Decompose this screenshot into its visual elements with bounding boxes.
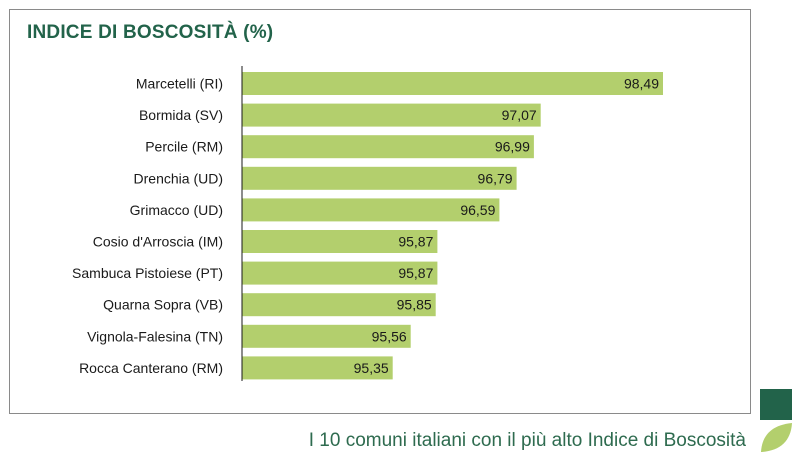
- logo-leaf: [761, 423, 792, 452]
- category-label: Grimacco (UD): [130, 202, 223, 218]
- bar: [242, 261, 438, 285]
- bar: [242, 356, 393, 380]
- data-label: 98,49: [624, 76, 659, 92]
- logo-square: [760, 389, 792, 420]
- data-label: 95,87: [398, 265, 433, 281]
- data-label: 96,79: [478, 170, 513, 186]
- bar: [242, 198, 500, 222]
- data-label: 95,85: [397, 297, 432, 313]
- bar: [242, 103, 541, 127]
- bar: [242, 324, 411, 348]
- category-label: Cosio d'Arroscia (IM): [93, 234, 223, 250]
- category-label: Percile (RM): [145, 139, 223, 155]
- data-label: 97,07: [502, 107, 537, 123]
- category-label: Sambuca Pistoiese (PT): [72, 265, 223, 281]
- bar: [242, 135, 534, 159]
- chart-title: INDICE DI BOSCOSITÀ (%): [27, 22, 274, 43]
- bar: [242, 72, 663, 95]
- bar: [242, 293, 436, 317]
- data-label: 96,99: [495, 139, 530, 155]
- category-label: Drenchia (UD): [134, 170, 223, 186]
- category-label: Bormida (SV): [139, 107, 223, 123]
- category-label: Quarna Sopra (VB): [103, 297, 223, 313]
- category-label: Rocca Canterano (RM): [79, 360, 223, 376]
- data-label: 95,56: [372, 328, 407, 344]
- category-label: Vignola-Falesina (TN): [87, 328, 223, 344]
- data-label: 96,59: [460, 202, 495, 218]
- bars-layer: Marcetelli (RI) 98,49 Bormida (SV) 97,07 Per…: [72, 72, 663, 380]
- chart-caption: I 10 comuni italiani con il più alto Ind…: [308, 430, 746, 451]
- data-label: 95,87: [398, 234, 433, 250]
- category-label: Marcetelli (RI): [136, 76, 223, 92]
- bar: [242, 166, 517, 190]
- leaf-logo-icon: [760, 389, 792, 452]
- bar: [242, 230, 438, 253]
- data-label: 95,35: [354, 360, 389, 376]
